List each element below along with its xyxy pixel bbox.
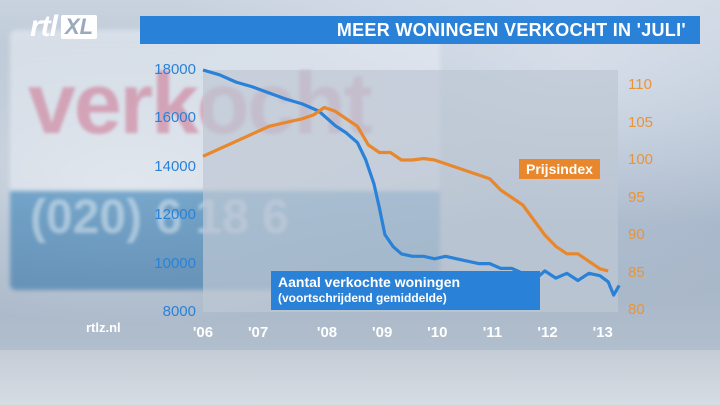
series-line-prijsindex [202, 105, 609, 273]
x-tick-label: '06 [192, 324, 214, 341]
x-tick-label: '11 [482, 324, 503, 341]
x-tick-label: '12 [537, 324, 558, 341]
y-right-tick-label: 95 [628, 188, 645, 206]
y-right-tick-label: 105 [628, 113, 654, 131]
series-label-prijsindex: Prijsindex [519, 159, 600, 179]
y-right-tick-label: 85 [628, 263, 645, 281]
x-tick-label: '13 [592, 324, 613, 341]
y-right-tick-label: 80 [628, 301, 645, 318]
y-left-tick-label: 10000 [154, 254, 196, 272]
source-label: rtlz.nl [86, 320, 121, 335]
y-left-tick-label: 8000 [162, 303, 196, 320]
logo-xl-badge: XL [61, 15, 98, 39]
y-left-tick-label: 18000 [154, 61, 196, 78]
series-label-aantal-name: Aantal verkochte woningen [278, 274, 461, 290]
y-right-tick-label: 110 [628, 76, 652, 93]
title-bar: MEER WONINGEN VERKOCHT IN 'JULI' [140, 16, 700, 44]
y-right-tick-label: 100 [628, 151, 654, 168]
logo-rtl: rtl [30, 10, 58, 43]
series-label-aantal: Aantal verkochte woningen (voortschrijde… [271, 271, 540, 310]
series-label-aantal-subtitle: (voortschrijdend gemiddelde) [278, 291, 447, 305]
y-left-tick-label: 14000 [154, 157, 196, 175]
chart-title: MEER WONINGEN VERKOCHT IN 'JULI' [336, 19, 686, 40]
series-line-aantal [202, 68, 621, 297]
x-tick-label: '10 [427, 324, 448, 341]
y-left-tick-label: 16000 [154, 109, 196, 127]
x-tick-label: '08 [316, 324, 338, 341]
x-tick-label: '07 [247, 324, 269, 341]
y-right-tick-label: 90 [628, 226, 645, 243]
x-tick-label: '09 [372, 324, 393, 341]
bottom-band [0, 350, 720, 405]
y-left-tick-label: 12000 [154, 206, 196, 224]
channel-logo: rtl XL [30, 10, 98, 44]
